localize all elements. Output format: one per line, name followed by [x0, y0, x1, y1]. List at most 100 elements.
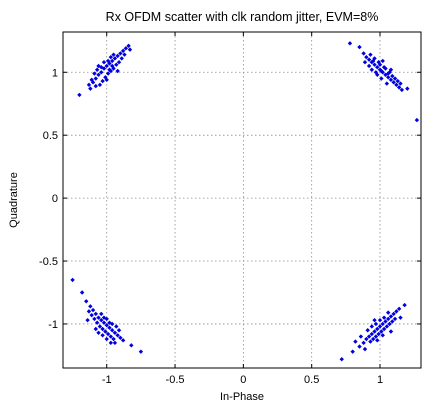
data-point	[376, 331, 381, 337]
data-point	[380, 58, 385, 64]
data-point	[96, 72, 101, 77]
x-tick-label: 0.5	[304, 374, 319, 386]
x-axis-label: In-Phase	[220, 391, 264, 403]
plot-frame	[62, 31, 422, 369]
data-point	[97, 82, 103, 88]
data-point	[100, 333, 105, 338]
data-point	[373, 70, 379, 75]
data-point	[386, 310, 391, 315]
data-point	[84, 299, 89, 304]
data-point	[112, 340, 118, 346]
y-tick-label: 0.5	[43, 130, 58, 142]
x-tick-label: -1	[102, 374, 112, 386]
data-point	[388, 314, 394, 319]
data-point	[103, 329, 108, 334]
data-point	[100, 326, 105, 332]
data-point	[93, 311, 98, 317]
data-point	[377, 324, 383, 329]
data-point	[364, 54, 369, 60]
data-point	[368, 52, 373, 57]
data-point	[104, 336, 109, 342]
chart-title: Rx OFDM scatter with clk random jitter, …	[106, 10, 379, 24]
x-tick-label: 1	[377, 374, 383, 386]
data-point	[111, 336, 116, 342]
data-point	[89, 77, 94, 83]
data-point	[388, 329, 394, 334]
data-point	[88, 304, 93, 309]
x-tick-label: 0	[240, 374, 246, 386]
data-point	[370, 58, 376, 64]
y-tick-label: -0.5	[39, 256, 58, 268]
data-point	[377, 62, 383, 67]
data-point	[394, 309, 399, 314]
data-point	[386, 71, 391, 76]
data-point	[105, 58, 111, 64]
data-point	[79, 290, 85, 295]
data-point	[116, 60, 122, 65]
data-point	[108, 334, 114, 339]
data-point	[94, 320, 100, 325]
data-point	[104, 77, 109, 83]
data-point	[381, 315, 387, 320]
data-point	[138, 349, 144, 354]
data-point	[362, 346, 368, 352]
data-point	[369, 67, 375, 72]
data-point	[357, 344, 362, 349]
data-point	[366, 57, 372, 62]
data-point	[380, 333, 385, 338]
data-point	[114, 62, 119, 67]
data-point	[90, 80, 96, 85]
data-point	[118, 51, 123, 56]
data-point	[108, 68, 114, 74]
data-point	[92, 316, 97, 322]
data-point	[109, 328, 115, 333]
data-point	[111, 52, 116, 57]
data-point	[369, 331, 375, 337]
y-tick-label: -1	[48, 319, 58, 331]
data-point	[120, 48, 126, 54]
data-point	[392, 76, 398, 81]
data-point	[115, 53, 120, 59]
data-point	[104, 63, 109, 69]
data-point	[109, 58, 115, 64]
data-point	[347, 41, 353, 46]
data-point	[391, 80, 396, 85]
data-point	[388, 67, 394, 72]
x-tick-label: -0.5	[166, 374, 185, 386]
data-point	[109, 63, 115, 69]
data-point	[366, 63, 372, 69]
data-point	[391, 311, 396, 317]
data-point	[405, 86, 410, 91]
data-point	[111, 66, 116, 71]
data-point	[97, 324, 103, 329]
data-point	[339, 356, 344, 362]
data-point	[372, 317, 377, 323]
data-point	[369, 324, 375, 329]
data-point	[377, 67, 383, 72]
data-point	[108, 54, 114, 60]
y-axis-label: Quadrature	[8, 172, 20, 228]
data-point	[126, 43, 131, 49]
points-layer	[70, 41, 420, 362]
data-point	[127, 47, 133, 52]
data-point	[372, 329, 377, 334]
data-point	[388, 77, 394, 83]
data-point	[375, 326, 380, 332]
data-point	[386, 316, 391, 322]
data-point	[358, 334, 364, 339]
data-point	[93, 326, 98, 332]
data-point	[368, 339, 373, 344]
data-point	[116, 328, 122, 333]
data-point	[112, 330, 118, 335]
y-tick-label: 1	[52, 67, 58, 79]
data-point	[381, 326, 387, 332]
data-point	[365, 328, 370, 333]
data-point	[396, 85, 402, 90]
data-point	[101, 320, 107, 325]
data-point	[383, 66, 388, 71]
data-point	[370, 336, 376, 342]
data-point	[90, 307, 96, 313]
data-point	[104, 316, 109, 322]
data-point	[105, 331, 111, 337]
data-point	[357, 44, 362, 50]
